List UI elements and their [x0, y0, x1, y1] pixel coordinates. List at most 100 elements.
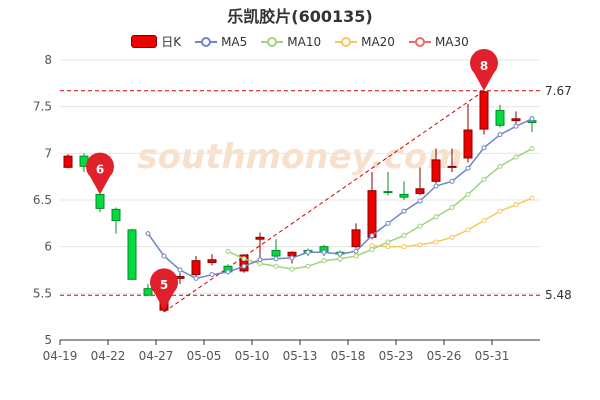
ma20-point — [385, 244, 391, 250]
ma5-point — [273, 256, 279, 262]
candle-body[interactable] — [127, 229, 137, 280]
legend-item-ma10[interactable]: MA10 — [261, 35, 321, 49]
candle-body[interactable] — [255, 236, 265, 240]
legend-item-ma20[interactable]: MA20 — [335, 35, 395, 49]
ma10-point — [513, 154, 519, 160]
legend-item-k[interactable]: 日K — [131, 33, 181, 50]
ma10-point — [353, 253, 359, 259]
guide-label: 7.67 — [545, 84, 572, 98]
candle-body[interactable] — [367, 190, 377, 238]
marker-label: 8 — [480, 59, 488, 73]
candle-body[interactable] — [63, 155, 73, 168]
ma10-line — [227, 148, 533, 270]
y-tick-label: 7.5 — [33, 100, 52, 114]
candle-body[interactable] — [511, 118, 521, 122]
candle-body[interactable] — [95, 193, 105, 209]
candle-body[interactable] — [143, 288, 153, 296]
legend-label-ma30: MA30 — [434, 34, 469, 49]
ma20-point — [433, 239, 439, 245]
trend-line — [163, 90, 485, 313]
x-tick-label: 04-27 — [139, 349, 174, 363]
ma10-point — [385, 239, 391, 245]
ma5-point — [161, 253, 167, 259]
ma5-point — [321, 249, 327, 255]
ma10-point — [529, 146, 535, 152]
candle-body[interactable] — [207, 259, 217, 264]
ma5-point — [401, 208, 407, 214]
x-tick-label: 05-05 — [187, 349, 222, 363]
legend-label-ma10: MA10 — [287, 34, 322, 49]
ma10-point — [321, 258, 327, 264]
candle-body[interactable] — [447, 165, 457, 168]
ma5-point — [369, 232, 375, 238]
ma30-legend-swatch — [408, 36, 431, 47]
ma5-point — [193, 275, 199, 281]
ma10-point — [465, 191, 471, 197]
ma10-point — [337, 256, 343, 262]
chart-title: 乐凯胶片(600135) — [227, 7, 373, 26]
candle-body[interactable] — [399, 193, 409, 198]
candle-body[interactable] — [415, 188, 425, 194]
candle-body[interactable] — [495, 109, 505, 126]
ma5-point — [209, 272, 215, 278]
ma20-point — [417, 242, 423, 248]
legend-label-ma5: MA5 — [221, 34, 248, 49]
candle-body[interactable] — [479, 91, 489, 130]
ma20-point — [529, 195, 535, 201]
x-tick-label: 05-13 — [283, 349, 318, 363]
marker-label: 5 — [160, 278, 168, 292]
legend-label-k: 日K — [161, 35, 182, 49]
ma5-point — [513, 123, 519, 129]
ma10-point — [273, 263, 279, 269]
candle-body[interactable] — [463, 129, 473, 159]
marker-pin[interactable] — [470, 49, 498, 91]
ma10-point — [497, 163, 503, 169]
x-tick-label: 05-26 — [427, 349, 462, 363]
ma10-point — [449, 204, 455, 210]
ma5-point — [385, 220, 391, 226]
candle-body[interactable] — [431, 159, 441, 182]
ma10-point — [417, 223, 423, 229]
ma10-point — [289, 266, 295, 272]
legend-item-ma30[interactable]: MA30 — [408, 34, 469, 49]
candle-body[interactable] — [351, 229, 361, 248]
ma5-point — [353, 248, 359, 254]
ma5-point — [305, 249, 311, 255]
legend-label-ma20: MA20 — [361, 34, 395, 49]
x-tick-label: 04-22 — [91, 349, 126, 363]
ma5-point — [449, 178, 455, 184]
ma5-point — [417, 198, 423, 204]
legend-item-ma5[interactable]: MA5 — [195, 35, 247, 49]
y-tick-label: 8 — [44, 53, 52, 67]
ma5-point — [225, 269, 231, 275]
y-tick-label: 7 — [44, 146, 52, 160]
marker-pin[interactable] — [150, 268, 179, 311]
ma5-point — [337, 251, 343, 257]
candle-body[interactable] — [239, 254, 249, 272]
y-tick-label: 5.5 — [33, 286, 52, 300]
legend: 日K MA5 MA10 MA20 MA30 — [0, 33, 600, 50]
ma5-point — [529, 116, 535, 122]
ma5-legend-swatch — [195, 36, 218, 47]
ma20-point — [497, 208, 503, 214]
x-tick-label: 05-10 — [235, 349, 270, 363]
ma10-legend-swatch — [261, 36, 284, 47]
ma5-point — [177, 267, 183, 273]
ma20-point — [481, 218, 487, 224]
candle-body[interactable] — [111, 208, 121, 222]
candle-body[interactable] — [271, 249, 281, 257]
marker-pin[interactable] — [86, 152, 114, 195]
candle-body[interactable] — [191, 260, 201, 276]
ma10-point — [433, 214, 439, 220]
ma5-point — [433, 183, 439, 189]
x-tick-label: 05-31 — [475, 349, 510, 363]
ma10-point — [369, 246, 375, 252]
y-tick-label: 6.5 — [33, 193, 52, 207]
ma5-point — [145, 231, 151, 237]
candle-body[interactable] — [383, 191, 393, 194]
y-tick-label: 6 — [44, 240, 52, 254]
ma10-point — [481, 176, 487, 182]
y-tick-label: 5 — [44, 333, 52, 347]
guide-label: 5.48 — [545, 288, 572, 302]
ma10-point — [225, 248, 231, 254]
